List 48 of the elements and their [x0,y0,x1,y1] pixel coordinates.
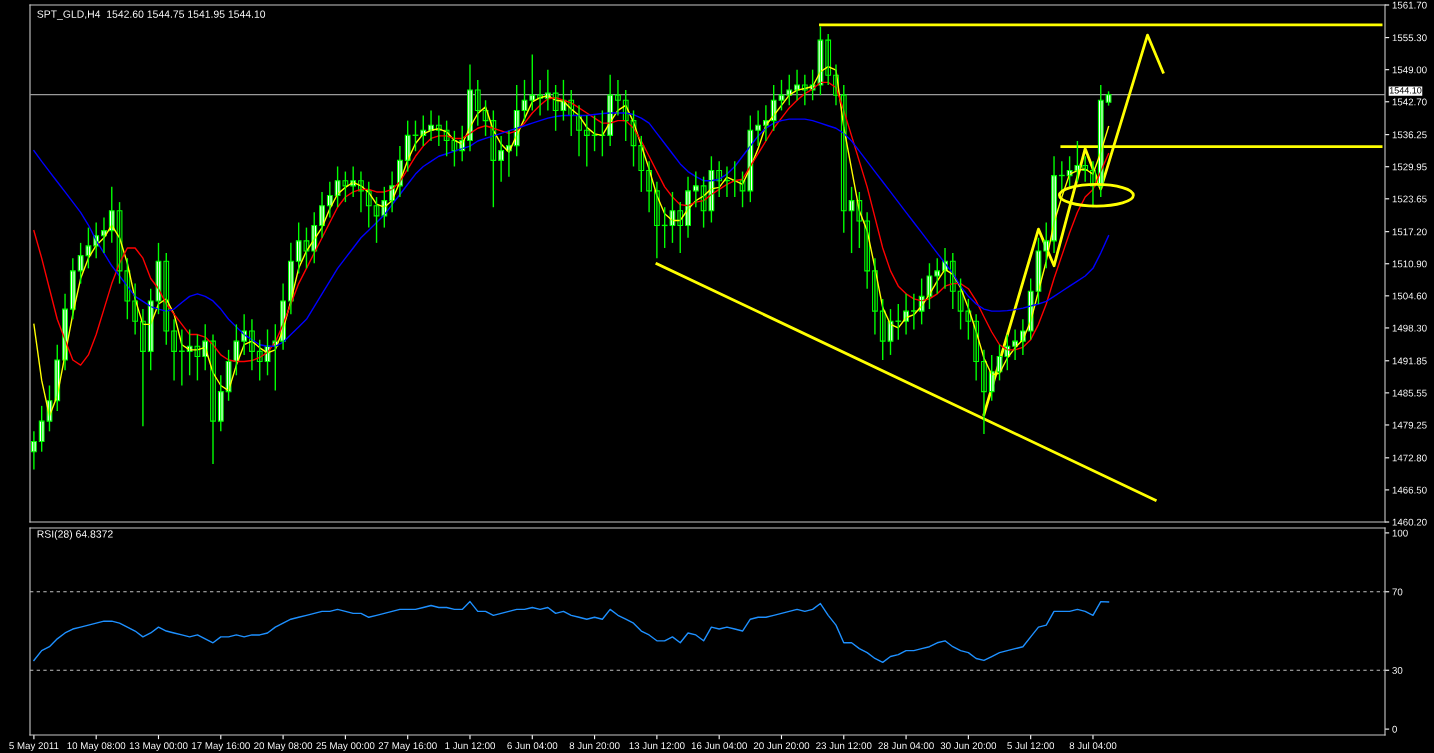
y-tick-label: 1504.60 [1392,292,1427,300]
chart-title: RSI(28) 64.8372 [37,530,113,540]
y-tick-label: 1542.70 [1392,98,1427,106]
x-tick-label: 8 Jun 20:00 [569,742,620,750]
y-tick-label: 1479.25 [1392,421,1427,429]
x-tick-label: 13 May 00:00 [129,742,188,752]
candlestick [591,114,598,152]
x-tick-label: 6 Jun 04:00 [507,742,558,750]
y-tick-label: 1536.25 [1392,131,1427,139]
x-tick-label: 20 May 08:00 [254,742,313,752]
candlestick [178,328,185,387]
x-tick-label: 8 Jul 04:00 [1069,741,1117,750]
candlestick [895,303,902,341]
y-tick-label: 1529.95 [1392,163,1427,171]
x-tick-label: 25 May 00:00 [316,742,375,752]
y-tick-label: 1460.20 [1392,518,1427,526]
ref-line-label: 1544.10 [1389,87,1422,94]
x-tick-label: 13 Jun 12:00 [629,742,685,750]
x-tick-label: 5 May 2011 [9,742,59,752]
y-tick-label: 1555.30 [1392,34,1427,42]
x-tick-label: 5 Jul 12:00 [1007,741,1055,750]
x-tick-label: 23 Jun 12:00 [816,742,872,750]
y-tick-label: 1523.65 [1392,195,1427,203]
y-tick-label: 1549.00 [1392,66,1427,74]
y-tick-label: 30 [1392,666,1403,674]
candlestick [910,293,917,331]
x-tick-label: 30 Jun 20:00 [940,742,997,750]
x-tick-label: 1 Jun 12:00 [445,742,496,750]
line-series [33,600,1110,664]
chart-title: SPT_GLD,H4 1542.60 1544.75 1541.95 1544.10 [37,10,266,20]
y-tick-label: 1498.30 [1392,324,1427,332]
x-tick-label: 17 May 16:00 [192,742,250,752]
y-tick-label: 1561.70 [1392,1,1427,9]
y-tick-label: 100 [1392,529,1408,537]
y-tick-label: 1517.20 [1392,228,1427,236]
x-tick-label: 16 Jun 04:00 [691,742,747,750]
x-tick-label: 27 May 16:00 [378,742,437,752]
x-tick-label: 20 Jun 20:00 [753,742,810,750]
y-tick-label: 0 [1392,725,1397,733]
x-tick-label: 10 May 08:00 [67,742,126,752]
y-tick-label: 70 [1392,588,1403,596]
y-tick-label: 1485.55 [1392,389,1427,397]
y-tick-label: 1466.50 [1392,486,1427,494]
x-tick-label: 28 Jun 04:00 [878,742,934,750]
y-tick-label: 1472.80 [1392,454,1427,462]
y-tick-label: 1510.90 [1392,260,1427,268]
y-tick-label: 1491.85 [1392,357,1427,365]
candlestick [934,257,941,295]
